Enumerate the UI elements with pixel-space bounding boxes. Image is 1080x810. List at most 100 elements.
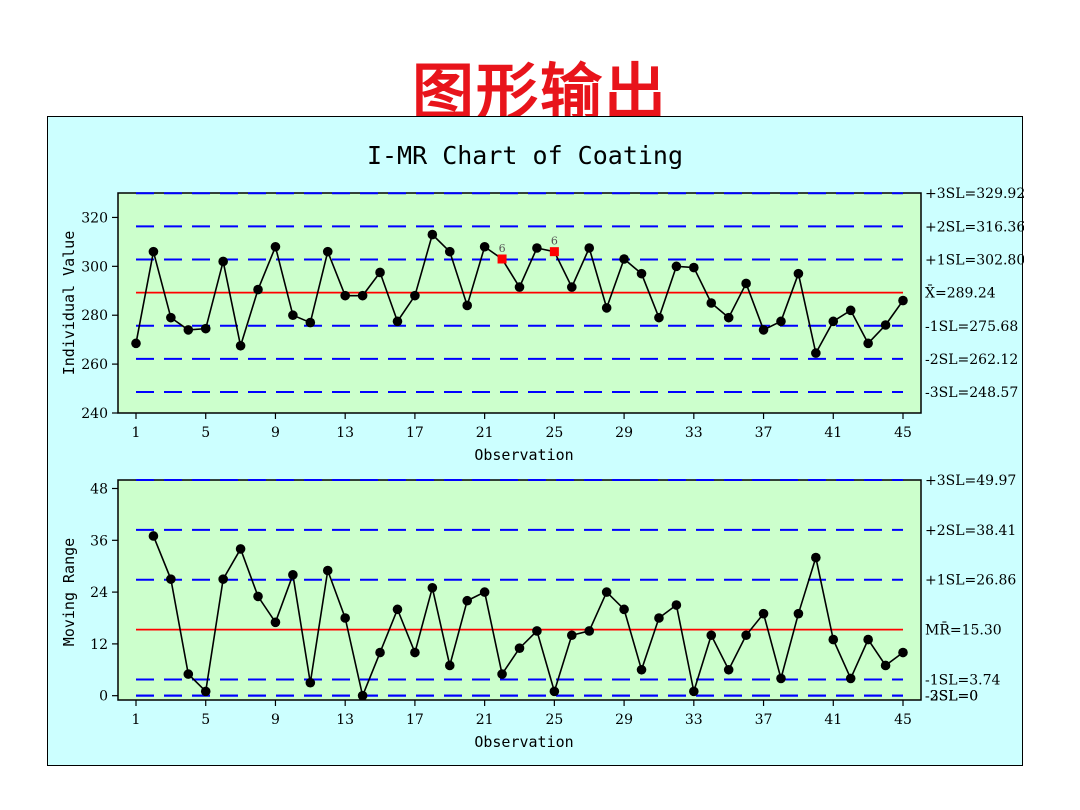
moving-range-data-point	[863, 634, 873, 645]
chart-title: I-MR Chart of Coating	[367, 141, 683, 170]
individuals-limit-label: +1SL=302.80	[925, 252, 1024, 268]
individuals-data-point	[776, 316, 786, 327]
moving-range-data-point	[410, 647, 420, 658]
moving-range-data-point	[444, 660, 455, 671]
moving-range-data-point	[253, 591, 263, 602]
moving-range-data-point	[357, 690, 368, 701]
moving-range-x-tick-label: 1	[132, 712, 141, 728]
moving-range-x-tick-label: 9	[271, 712, 280, 728]
individuals-x-tick-label: 25	[545, 425, 563, 441]
moving-range-data-point	[671, 600, 682, 610]
individuals-y-tick-label: 260	[81, 357, 108, 373]
individuals-data-point	[636, 268, 647, 279]
imr-chart: I-MR Chart of Coating 6 6 1 5 9 13 17 21 25 29 33…	[60, 141, 1024, 751]
moving-range-data-point	[793, 608, 804, 619]
individuals-data-point	[758, 325, 769, 335]
moving-range-data-point	[270, 617, 281, 628]
moving-range-data-point	[183, 669, 194, 679]
individuals-flagged-point	[549, 247, 559, 257]
moving-range-data-point	[322, 565, 333, 576]
individuals-data-point	[148, 246, 159, 257]
moving-range-x-tick-label: 45	[894, 712, 912, 728]
individuals-data-point	[305, 317, 316, 328]
moving-range-data-point	[811, 552, 821, 563]
individuals-limit-label: -3SL=248.57	[925, 385, 1018, 401]
moving-range-x-tick-label: 41	[824, 712, 842, 728]
moving-range-x-tick-label: 29	[615, 712, 633, 728]
individuals-data-point	[131, 338, 141, 349]
moving-range-x-tick-label: 13	[336, 712, 354, 728]
moving-range-y-tick-label: 12	[90, 637, 108, 653]
individuals-x-tick-label: 21	[476, 425, 494, 441]
individuals-data-point	[340, 290, 350, 301]
individuals-data-point	[253, 284, 263, 295]
moving-range-y-tick-label: 36	[90, 533, 108, 549]
individuals-data-point	[183, 325, 194, 335]
individuals-data-point	[793, 268, 804, 279]
moving-range-data-point	[166, 574, 176, 584]
moving-range-data-point	[689, 686, 699, 697]
individuals-x-tick-label: 33	[685, 425, 703, 441]
moving-range-series-line	[152, 535, 904, 699]
individuals-data-point	[462, 300, 473, 311]
moving-range-x-tick-label: 25	[545, 712, 563, 728]
individuals-data-point	[322, 246, 333, 257]
moving-range-limit-label: +2SL=38.41	[925, 523, 1016, 539]
moving-range-x-tick-label: 33	[685, 712, 703, 728]
moving-range-y-tick-label: 48	[90, 482, 108, 498]
moving-range-data-point	[706, 630, 717, 641]
moving-range-data-point	[741, 630, 751, 641]
moving-range-data-point	[200, 686, 211, 697]
individuals-data-point	[828, 316, 839, 327]
individuals-x-axis-label: Observation	[474, 446, 573, 464]
individuals-data-point	[200, 323, 211, 334]
individuals-flagged-point	[497, 254, 507, 264]
individuals-y-tick-label: 280	[81, 308, 108, 324]
moving-range-data-point	[514, 643, 525, 654]
individuals-data-point	[270, 241, 281, 252]
moving-range-x-tick-label: 21	[476, 712, 494, 728]
individuals-x-tick-label: 45	[894, 425, 912, 441]
moving-range-limit-label: -2SL=0	[925, 689, 978, 705]
individuals-limit-label: -1SL=275.68	[925, 319, 1018, 335]
individuals-data-point	[444, 246, 455, 257]
moving-range-data-point	[776, 673, 786, 684]
individuals-limit-label: X̄=289.24	[925, 284, 996, 302]
individuals-data-point	[479, 241, 490, 252]
moving-range-data-point	[532, 626, 542, 636]
moving-range-data-point	[723, 664, 734, 675]
moving-range-data-point	[218, 574, 228, 584]
individuals-data-point	[723, 312, 734, 323]
individuals-flag-label: 6	[499, 242, 506, 255]
individuals-data-point	[410, 290, 420, 301]
individuals-data-point	[288, 310, 298, 321]
moving-range-data-point	[148, 531, 159, 541]
individuals-data-point	[654, 312, 664, 323]
moving-range-data-point	[619, 604, 629, 615]
individuals-data-point	[741, 278, 751, 289]
individuals-y-tick-label: 240	[81, 406, 108, 422]
individuals-panel: 66 1 5 9 13 17 21 25 29 33 37 41 45240260280300320 …	[60, 186, 1024, 464]
individuals-data-point	[566, 282, 577, 292]
individuals-data-point	[880, 320, 891, 330]
moving-range-data-point	[305, 677, 316, 688]
moving-range-data-point	[427, 582, 438, 593]
individuals-data-point	[392, 316, 403, 327]
individuals-data-point	[706, 298, 717, 308]
moving-range-data-point	[340, 613, 350, 623]
individuals-data-point	[427, 229, 438, 240]
moving-range-data-point	[584, 626, 595, 636]
moving-range-x-axis-label: Observation	[474, 733, 573, 751]
individuals-x-tick-label: 9	[271, 425, 280, 441]
moving-range-x-tick-label: 5	[201, 712, 210, 728]
chart-frame: I-MR Chart of Coating 6 6 1 5 9 13 17 21 25 29 33…	[47, 116, 1024, 766]
moving-range-data-point	[636, 664, 647, 675]
individuals-data-point	[811, 348, 821, 358]
moving-range-limit-label: +3SL=49.97	[925, 473, 1016, 489]
individuals-data-point	[898, 295, 908, 306]
moving-range-data-point	[235, 544, 246, 554]
moving-range-data-point	[549, 686, 560, 697]
individuals-limit-label: -2SL=262.12	[925, 352, 1018, 368]
moving-range-data-point	[601, 587, 612, 597]
moving-range-data-point	[392, 604, 403, 615]
